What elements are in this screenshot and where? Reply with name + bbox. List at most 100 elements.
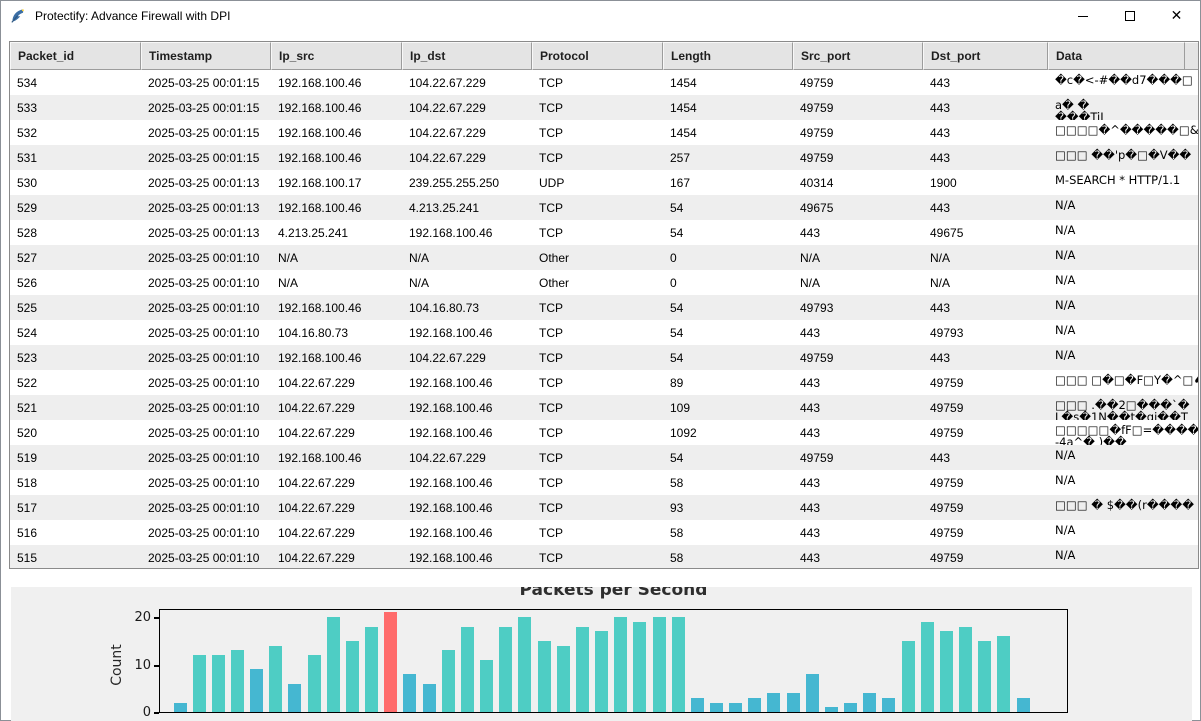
cell-dst_port: 443 — [930, 351, 951, 365]
cell-packet_id: 525 — [17, 301, 38, 315]
cell-ip_src: 192.168.100.17 — [278, 176, 362, 190]
cell-dst_port: 443 — [930, 201, 951, 215]
cell-dst_port: 443 — [930, 126, 951, 140]
cell-packet_id: 534 — [17, 76, 38, 90]
cell-length: 54 — [670, 451, 684, 465]
cell-src_port: 443 — [800, 501, 821, 515]
bar — [192, 655, 206, 712]
cell-timestamp: 2025-03-25 00:01:10 — [148, 401, 260, 415]
column-header-packet_id[interactable]: Packet_id — [10, 42, 141, 70]
cell-ip_src: 104.22.67.229 — [278, 526, 355, 540]
cell-src_port: 443 — [800, 526, 821, 540]
table-row[interactable]: 531 2025-03-25 00:01:15 192.168.100.46 104.… — [10, 145, 1198, 170]
cell-ip_src: 104.22.67.229 — [278, 476, 355, 490]
cell-timestamp: 2025-03-25 00:01:10 — [148, 526, 260, 540]
cell-data: □□□ .��2□���`� L�s�1N��t�gi��T — [1055, 398, 1190, 420]
cell-timestamp: 2025-03-25 00:01:10 — [148, 376, 260, 390]
cell-dst_port: 49759 — [930, 376, 964, 390]
column-header-dst_port[interactable]: Dst_port — [923, 42, 1048, 70]
close-button[interactable]: ✕ — [1153, 1, 1200, 31]
bar — [230, 650, 244, 712]
cell-length: 54 — [670, 201, 684, 215]
cell-timestamp: 2025-03-25 00:01:10 — [148, 351, 260, 365]
column-header-src_port[interactable]: Src_port — [793, 42, 923, 70]
table-row[interactable]: 517 2025-03-25 00:01:10 104.22.67.229 192.1… — [10, 495, 1198, 520]
cell-dst_port: 443 — [930, 301, 951, 315]
cell-src_port: 49759 — [800, 451, 834, 465]
bar — [671, 617, 685, 712]
cell-src_port: 49759 — [800, 351, 834, 365]
cell-length: 54 — [670, 226, 684, 240]
cell-data: N/A — [1055, 323, 1076, 337]
y-tick-mark — [154, 664, 159, 667]
table-row[interactable]: 523 2025-03-25 00:01:10 192.168.100.46 104.… — [10, 345, 1198, 370]
bar — [1016, 697, 1030, 712]
bar — [709, 702, 723, 712]
cell-ip_dst: 192.168.100.46 — [409, 551, 493, 565]
cell-timestamp: 2025-03-25 00:01:10 — [148, 276, 260, 290]
table-row[interactable]: 518 2025-03-25 00:01:10 104.22.67.229 192.1… — [10, 470, 1198, 495]
cell-data: N/A — [1055, 348, 1076, 362]
cell-src_port: 49759 — [800, 151, 834, 165]
bar — [748, 697, 762, 712]
table-row[interactable]: 530 2025-03-25 00:01:13 192.168.100.17 239.… — [10, 170, 1198, 195]
cell-dst_port: N/A — [930, 276, 951, 290]
column-header-protocol[interactable]: Protocol — [532, 42, 663, 70]
cell-ip_dst: 192.168.100.46 — [409, 501, 493, 515]
cell-data: N/A — [1055, 523, 1076, 537]
table-row[interactable]: 515 2025-03-25 00:01:10 104.22.67.229 192.1… — [10, 545, 1198, 568]
cell-data: N/A — [1055, 448, 1076, 462]
cell-timestamp: 2025-03-25 00:01:10 — [148, 301, 260, 315]
table-row[interactable]: 533 2025-03-25 00:01:15 192.168.100.46 104.… — [10, 95, 1198, 120]
table-row[interactable]: 528 2025-03-25 00:01:13 4.213.25.241 192.16… — [10, 220, 1198, 245]
cell-ip_src: 104.22.67.229 — [278, 376, 355, 390]
bar — [901, 640, 915, 712]
cell-timestamp: 2025-03-25 00:01:13 — [148, 176, 260, 190]
cell-data: �c�<-#��d7���□ — [1055, 73, 1193, 87]
cell-timestamp: 2025-03-25 00:01:10 — [148, 251, 260, 265]
column-header-ip_dst[interactable]: Ip_dst — [402, 42, 532, 70]
bar — [173, 702, 187, 712]
cell-dst_port: 49759 — [930, 401, 964, 415]
cell-ip_src: 192.168.100.46 — [278, 76, 362, 90]
table-row[interactable]: 521 2025-03-25 00:01:10 104.22.67.229 192.1… — [10, 395, 1198, 420]
cell-timestamp: 2025-03-25 00:01:15 — [148, 151, 260, 165]
table-row[interactable]: 526 2025-03-25 00:01:10 N/A N/A Other 0 N/A N/A… — [10, 270, 1198, 295]
cell-packet_id: 516 — [17, 526, 38, 540]
cell-packet_id: 531 — [17, 151, 38, 165]
table-row[interactable]: 516 2025-03-25 00:01:10 104.22.67.229 192.1… — [10, 520, 1198, 545]
maximize-button[interactable] — [1106, 1, 1153, 31]
table-row[interactable]: 520 2025-03-25 00:01:10 104.22.67.229 192.1… — [10, 420, 1198, 445]
column-header-length[interactable]: Length — [663, 42, 793, 70]
minimize-button[interactable] — [1059, 1, 1106, 31]
cell-ip_dst: 192.168.100.46 — [409, 376, 493, 390]
cell-protocol: TCP — [539, 551, 563, 565]
cell-length: 0 — [670, 251, 677, 265]
cell-ip_src: 104.22.67.229 — [278, 551, 355, 565]
cell-ip_dst: 192.168.100.46 — [409, 226, 493, 240]
table-row[interactable]: 529 2025-03-25 00:01:13 192.168.100.46 4.21… — [10, 195, 1198, 220]
column-header-timestamp[interactable]: Timestamp — [141, 42, 271, 70]
table-row[interactable]: 524 2025-03-25 00:01:10 104.16.80.73 192.16… — [10, 320, 1198, 345]
table-row[interactable]: 534 2025-03-25 00:01:15 192.168.100.46 104.… — [10, 70, 1198, 95]
table-row[interactable]: 527 2025-03-25 00:01:10 N/A N/A Other 0 N/A N/A… — [10, 245, 1198, 270]
cell-data: N/A — [1055, 198, 1076, 212]
table-row[interactable]: 532 2025-03-25 00:01:15 192.168.100.46 104.… — [10, 120, 1198, 145]
cell-ip_dst: 4.213.25.241 — [409, 201, 480, 215]
bar — [633, 621, 647, 712]
table-row[interactable]: 519 2025-03-25 00:01:10 192.168.100.46 104.… — [10, 445, 1198, 470]
cell-protocol: TCP — [539, 351, 563, 365]
cell-length: 1454 — [670, 101, 697, 115]
bar — [997, 636, 1011, 712]
table-row[interactable]: 525 2025-03-25 00:01:10 192.168.100.46 104.… — [10, 295, 1198, 320]
column-header-data[interactable]: Data — [1048, 42, 1185, 70]
cell-data: □□□ � $��(r���� — [1055, 498, 1194, 512]
cell-src_port: 443 — [800, 401, 821, 415]
maximize-icon — [1124, 11, 1135, 21]
table-row[interactable]: 522 2025-03-25 00:01:10 104.22.67.229 192.1… — [10, 370, 1198, 395]
column-header-ip_src[interactable]: Ip_src — [271, 42, 402, 70]
cell-data: a� � ���TiL — [1055, 98, 1107, 120]
bar — [805, 674, 819, 712]
cell-data: N/A — [1055, 223, 1076, 237]
cell-dst_port: 1900 — [930, 176, 957, 190]
